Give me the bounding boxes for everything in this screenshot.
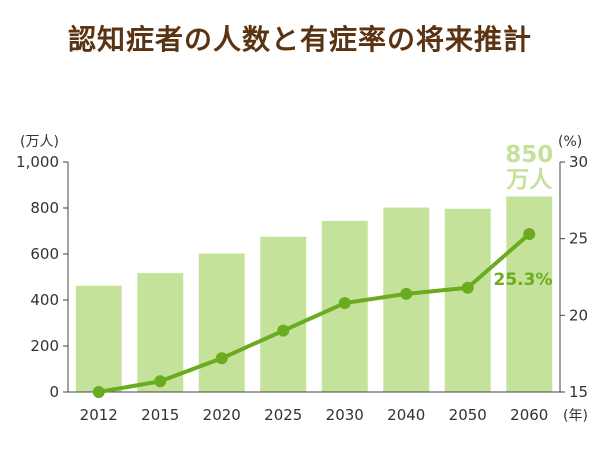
rate-point-2050 [461, 281, 474, 294]
chart-title: 認知症者の人数と有症率の将来推計 [67, 23, 532, 56]
y-left-tick-label: 800 [30, 199, 59, 217]
x-tick-label-2025: 2025 [264, 406, 302, 424]
rate-point-2025 [277, 324, 290, 337]
bar-2020 [198, 253, 245, 392]
rate-point-2015 [154, 375, 167, 388]
x-tick-label-2030: 2030 [326, 406, 364, 424]
rate-point-2020 [215, 352, 228, 365]
y-left-tick-label: 600 [30, 245, 59, 263]
x-tick-label-2020: 2020 [203, 406, 241, 424]
x-tick-label-2060: 2060 [510, 406, 548, 424]
y-left-tick-label: 1,000 [16, 153, 59, 171]
bar-last-value-label: 850 [505, 142, 553, 168]
rate-point-2060 [523, 228, 536, 241]
y-left-unit: (万人) [20, 134, 59, 150]
bar-2015 [137, 273, 184, 392]
bar-2050 [444, 208, 491, 392]
y-right-tick-label: 25 [569, 230, 588, 248]
y-right-unit: (%) [558, 134, 582, 150]
bar-2012 [75, 285, 122, 392]
bar-last-unit-label: 万人 [506, 167, 553, 193]
x-tick-label-2050: 2050 [449, 406, 487, 424]
rate-point-2040 [400, 287, 413, 300]
y-right-tick-label: 30 [569, 153, 588, 171]
x-unit: (年) [563, 408, 588, 424]
x-tick-label-2015: 2015 [141, 406, 179, 424]
x-tick-label-2040: 2040 [387, 406, 425, 424]
rate-point-2012 [92, 386, 105, 398]
y-right-tick-label: 20 [569, 306, 588, 324]
rate-line [96, 232, 532, 394]
y-right-tick-label: 15 [569, 383, 588, 401]
y-left-tick-label: 200 [30, 337, 59, 355]
bar-2025 [260, 236, 307, 392]
y-left-tick-label: 0 [49, 383, 59, 401]
bar-2060 [506, 196, 553, 392]
line-last-value-label: 25.3% [494, 270, 553, 290]
x-tick-label-2012: 2012 [80, 406, 118, 424]
rate-point-2030 [338, 297, 351, 310]
y-left-tick-label: 400 [30, 291, 59, 309]
